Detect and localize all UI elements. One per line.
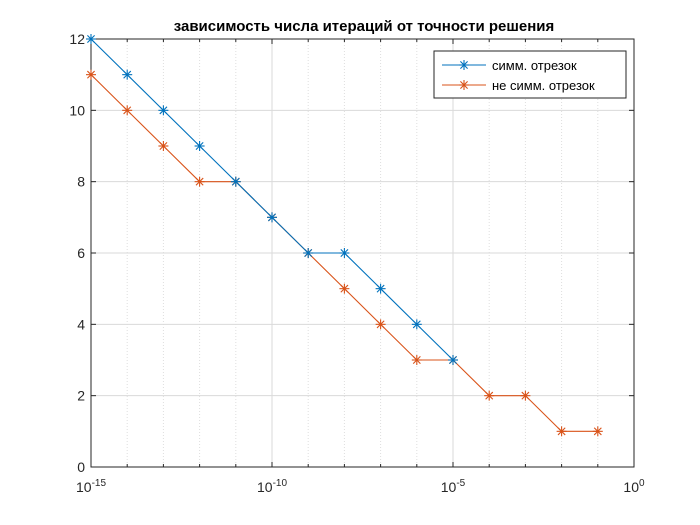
x-tick-label: 100 xyxy=(623,478,645,495)
y-tick-label: 12 xyxy=(69,31,85,47)
data-point xyxy=(267,212,277,223)
data-point xyxy=(158,141,169,151)
marker-stroke xyxy=(123,70,132,79)
legend-box xyxy=(433,50,627,99)
data-point xyxy=(592,426,603,437)
y-tick-label: 4 xyxy=(77,316,85,332)
legend: симм. отрезок не симм. отрезок xyxy=(433,50,627,99)
data-point xyxy=(122,105,133,116)
y-tick-label: 6 xyxy=(77,245,85,261)
marker-stroke xyxy=(460,81,468,89)
marker-stroke xyxy=(376,284,385,293)
data-point xyxy=(411,355,422,365)
series-2 xyxy=(86,69,603,437)
marker-stroke xyxy=(449,356,457,364)
marker-stroke xyxy=(159,142,168,150)
y-tick-label: 2 xyxy=(77,388,85,404)
data-point xyxy=(556,426,567,437)
marker-stroke xyxy=(340,284,349,293)
marker-stroke xyxy=(87,35,95,43)
marker-stroke xyxy=(87,70,95,79)
y-tick-label: 8 xyxy=(77,174,85,190)
data-point xyxy=(484,390,495,401)
chart-title: зависимость числа итераций от точности р… xyxy=(174,18,555,35)
marker-stroke xyxy=(304,249,313,257)
marker-stroke xyxy=(460,61,468,69)
data-point xyxy=(303,248,314,258)
data-point xyxy=(86,34,96,44)
y-tick-label: 0 xyxy=(77,459,85,475)
marker-stroke xyxy=(485,391,494,400)
plot-area: 0 2 4 6 8 10 12 10-15 10-10 10-5 100 xyxy=(69,31,645,495)
marker-stroke xyxy=(593,427,602,436)
data-point xyxy=(375,283,386,294)
data-point xyxy=(339,248,350,258)
x-tick-label: 10-15 xyxy=(76,478,106,495)
data-point xyxy=(448,355,458,365)
marker-stroke xyxy=(412,356,421,364)
data-point xyxy=(230,176,241,187)
y-tick-label: 10 xyxy=(69,102,85,118)
x-tick-label: 10-5 xyxy=(441,478,466,495)
data-point xyxy=(339,283,350,294)
data-point xyxy=(122,69,133,80)
x-tick-label: 10-10 xyxy=(257,478,287,495)
marker-stroke xyxy=(521,391,530,400)
data-point xyxy=(375,319,386,330)
marker-stroke xyxy=(123,106,132,115)
data-point xyxy=(86,69,96,80)
marker-stroke xyxy=(412,320,421,329)
marker-stroke xyxy=(159,106,168,115)
marker-stroke xyxy=(376,320,385,329)
data-point xyxy=(194,141,205,151)
marker-stroke xyxy=(268,213,276,222)
legend-label: симм. отрезок xyxy=(492,58,577,73)
data-point xyxy=(520,390,531,401)
data-point xyxy=(194,176,205,187)
legend-label: не симм. отрезок xyxy=(492,78,595,93)
marker-stroke xyxy=(195,142,204,150)
marker-stroke xyxy=(340,249,349,257)
marker-stroke xyxy=(195,177,204,186)
data-point xyxy=(158,105,169,116)
legend-marker xyxy=(459,80,469,90)
series-1 xyxy=(86,34,458,365)
marker-stroke xyxy=(231,177,240,186)
legend-marker xyxy=(459,60,469,70)
data-point xyxy=(411,319,422,330)
marker-stroke xyxy=(557,427,566,436)
